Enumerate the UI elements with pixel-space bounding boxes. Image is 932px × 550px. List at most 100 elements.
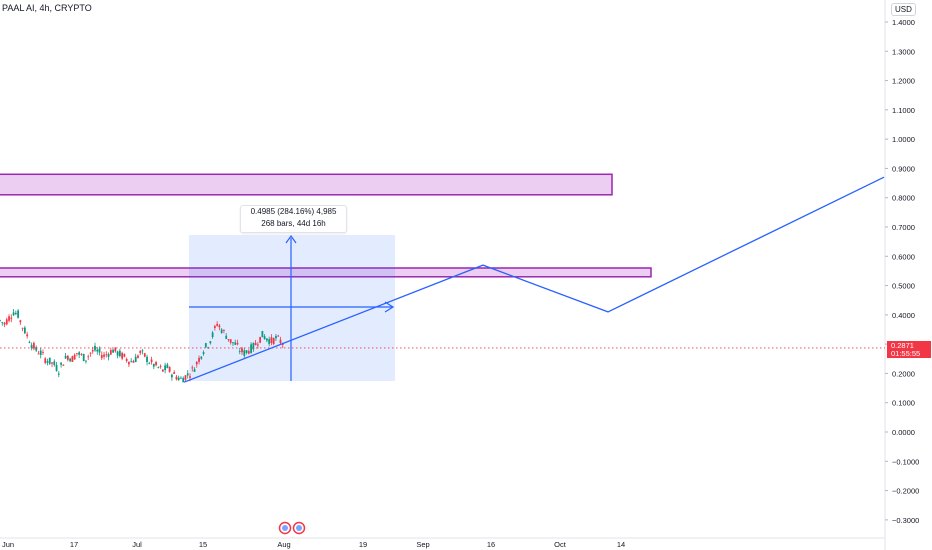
candle-body <box>12 312 15 316</box>
y-tick-label: 0.7000 <box>892 223 915 232</box>
candle-body <box>109 350 112 355</box>
candle-body <box>173 372 176 374</box>
candle-body <box>130 361 133 363</box>
candle-body <box>44 358 47 363</box>
candle-body <box>254 342 257 346</box>
candle-body <box>213 326 216 328</box>
candle-body <box>277 335 280 337</box>
candle-body <box>148 363 151 364</box>
candles <box>0 309 885 383</box>
last-price-tag: 0.2871 01:55:55 <box>887 341 931 358</box>
candle-body <box>155 362 157 366</box>
candle-body <box>141 350 144 352</box>
candle-body <box>21 327 24 329</box>
candle-body <box>256 344 259 346</box>
candle-body <box>30 344 33 349</box>
time-axis[interactable]: Jun 17 Jul 15 Aug 19 Sep 16 Oct 14 <box>2 540 625 549</box>
candle-body <box>42 352 44 353</box>
candle-body <box>5 319 8 325</box>
y-tick-label: 1.3000 <box>892 47 915 56</box>
candle-body <box>78 352 81 355</box>
candle-body <box>14 312 17 315</box>
candle-body <box>177 377 180 381</box>
currency-label[interactable]: USD <box>891 3 916 16</box>
candle-body <box>250 344 252 353</box>
candle-body <box>238 350 241 352</box>
candle-body <box>51 362 53 364</box>
candle-body <box>263 336 266 340</box>
candle-body <box>184 375 187 380</box>
candle-body <box>28 342 31 343</box>
candle-body <box>272 337 275 345</box>
candle-body <box>87 356 90 358</box>
candle-body <box>76 353 78 354</box>
candle-body <box>17 310 19 318</box>
candle-body <box>85 360 87 362</box>
measure-change: 0.4985 (284.16%) 4,985 <box>250 207 337 216</box>
x-tick-label: Aug <box>277 540 290 549</box>
x-tick-label: 14 <box>617 540 625 549</box>
y-tick-label: 0.6000 <box>892 252 915 261</box>
candle-body <box>218 325 221 328</box>
y-tick-label: 1.0000 <box>892 135 915 144</box>
candle-body <box>139 350 142 353</box>
candle-body <box>103 354 105 357</box>
candle-body <box>234 342 237 345</box>
candle-body <box>152 363 155 367</box>
candle-body <box>33 343 35 349</box>
candle-body <box>204 343 207 347</box>
y-tick-label: −0.2000 <box>892 487 919 496</box>
zone-rectangle <box>0 267 652 278</box>
event-flag-inner <box>296 525 302 531</box>
candle-body <box>98 348 101 353</box>
candle-body <box>121 352 124 359</box>
price-axis[interactable]: 1.4000 1.3000 1.2000 1.1000 1.0000 0.9000 0.80… <box>885 18 919 525</box>
candle-body <box>112 349 114 353</box>
candle-body <box>107 354 110 357</box>
y-tick-label: 0.9000 <box>892 164 915 173</box>
zone-rectangle <box>0 173 613 196</box>
candle-body <box>261 330 264 338</box>
candle-body <box>134 356 137 363</box>
candle-body <box>198 357 200 362</box>
candle-body <box>10 317 13 319</box>
candle-body <box>116 351 119 356</box>
candle-body <box>69 358 72 362</box>
y-tick-label: 0.0000 <box>892 428 915 437</box>
measure-bars: 268 bars, 44d 16h <box>261 219 326 228</box>
candle-body <box>60 362 62 365</box>
candle-body <box>19 320 22 323</box>
candle-body <box>270 337 273 343</box>
candle-body <box>71 356 74 362</box>
candle-body <box>193 369 196 372</box>
x-tick-label: Jul <box>132 540 142 549</box>
candle-body <box>37 353 40 355</box>
candle-body <box>94 345 96 351</box>
measure-tool <box>189 234 395 381</box>
candle-body <box>146 356 148 363</box>
candle-body <box>114 347 117 352</box>
candle-body <box>143 353 146 357</box>
candle-body <box>275 336 277 339</box>
candle-body <box>82 353 85 362</box>
x-tick-label: 15 <box>199 540 207 549</box>
candle-body <box>200 356 203 359</box>
candle-body <box>164 365 167 371</box>
candle-body <box>268 339 271 344</box>
y-tick-label: 0.4000 <box>892 311 915 320</box>
candle-body <box>128 361 130 365</box>
candle-body <box>232 342 234 344</box>
candle-body <box>53 361 56 366</box>
x-tick-label: Oct <box>554 540 567 549</box>
symbol-title[interactable]: PAAL AI, 4h, CRYPTO <box>2 3 92 13</box>
candle-body <box>189 376 191 378</box>
candle-body <box>48 357 51 364</box>
arrow-up-icon <box>285 234 297 244</box>
price-zones <box>0 173 652 278</box>
candle-body <box>236 342 239 345</box>
candle-body <box>89 352 92 354</box>
y-tick-label: 0.5000 <box>892 282 915 291</box>
projection-path <box>183 176 885 383</box>
candle-body <box>191 367 194 369</box>
